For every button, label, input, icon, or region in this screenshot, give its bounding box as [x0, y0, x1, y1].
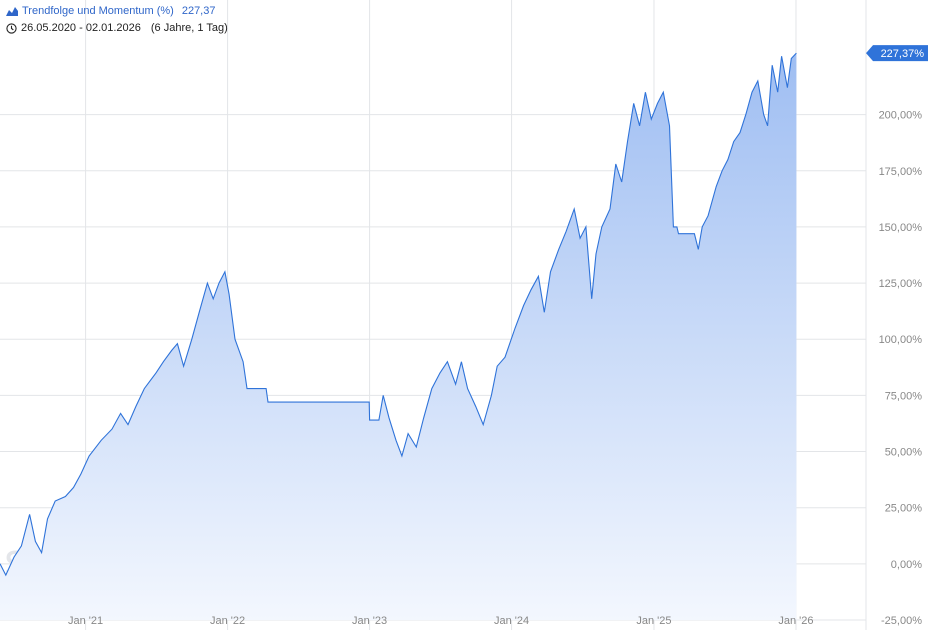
series-line: [0, 52, 797, 577]
series-last-value: 227,37: [181, 5, 216, 17]
y-tick-label: 100,00%: [879, 334, 923, 346]
y-tick-label: 75,00%: [885, 390, 923, 402]
y-tick-label: 25,00%: [885, 503, 923, 515]
area-fill: [0, 53, 797, 621]
clock-icon: [6, 22, 17, 34]
area-chart-icon: [6, 7, 18, 16]
x-tick-label: Jan '26: [778, 615, 813, 627]
x-tick-label: Jan '22: [210, 615, 245, 627]
last-value-badge-text: 227,37%: [881, 48, 925, 60]
y-tick-label: 125,00%: [879, 278, 923, 290]
x-tick-label: Jan '23: [352, 615, 387, 627]
y-tick-label: -25,00%: [881, 615, 922, 627]
y-tick-label: 0,00%: [891, 559, 922, 571]
y-tick-label: 175,00%: [879, 166, 923, 178]
x-tick-label: Jan '21: [68, 615, 103, 627]
y-axis-ticks: -25,00% 0,00% 25,00% 50,00% 75,00% 100,00% 125…: [879, 110, 923, 627]
date-range: 26.05.2020 - 02.01.2026 (6 Jahre, 1 Tag): [6, 22, 228, 34]
y-tick-label: 200,00%: [879, 110, 923, 122]
date-range-duration: (6 Jahre, 1 Tag): [150, 22, 228, 34]
y-tick-label: 50,00%: [885, 447, 923, 459]
series-legend[interactable]: Trendfolge und Momentum (%) 227,37: [6, 5, 215, 17]
last-value-badge-shape: [866, 45, 928, 62]
x-tick-label: Jan '25: [636, 615, 671, 627]
x-tick-label: Jan '24: [494, 615, 529, 627]
date-range-text: 26.05.2020 - 02.01.2026: [21, 22, 141, 34]
series-name: Trendfolge und Momentum (%): [22, 5, 174, 17]
x-axis-ticks: Jan '21 Jan '22 Jan '23 Jan '24 Jan '25 Jan '…: [68, 615, 814, 627]
last-value-badge: 227,37%: [866, 45, 928, 62]
y-tick-label: 150,00%: [879, 222, 923, 234]
